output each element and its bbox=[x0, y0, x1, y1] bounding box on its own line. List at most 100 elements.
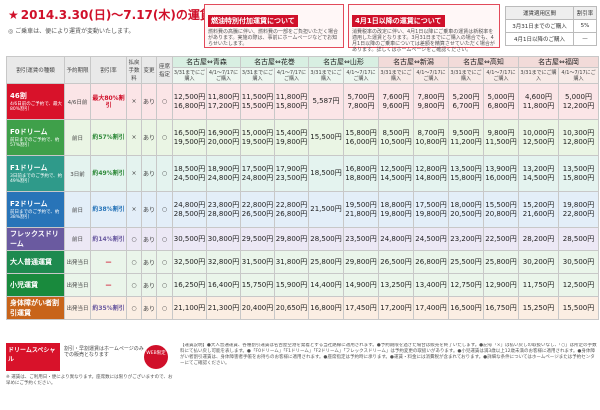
price-cell: 29,800円 bbox=[343, 250, 379, 274]
price-cell: 26,800円 bbox=[413, 250, 449, 274]
fare-type-desc: 前日までのご予約で、約38%割引 bbox=[10, 210, 60, 220]
fare-type-desc: 4/6日前のご予約で、最大80%割引 bbox=[10, 102, 63, 112]
price-value: 19,500円 bbox=[345, 200, 377, 209]
price-value: 21,100円 bbox=[173, 303, 206, 312]
price-value: 19,800円 bbox=[275, 137, 308, 146]
period-header: 3/31までにご購入 bbox=[240, 67, 275, 84]
period-header: 3/31までにご購入 bbox=[378, 67, 414, 84]
price-value: 22,800円 bbox=[562, 209, 595, 218]
price-cell: 26,500円 bbox=[378, 250, 414, 274]
price-cell: 25,800円 bbox=[308, 250, 344, 274]
price-value: 15,200円 bbox=[522, 200, 555, 209]
price-value: 22,800円 bbox=[241, 200, 274, 209]
price-value: 20,000円 bbox=[207, 137, 240, 146]
price-cell: 15,900円 bbox=[274, 273, 309, 297]
april-fare-note: 4月1日以降の運賃について 消費税率の改定に伴い、4月1日以降にご乗車の運賃は新… bbox=[348, 4, 500, 53]
price-cell: 9,800円 11,500円 bbox=[483, 119, 519, 156]
price-cell: 18,800円 19,800円 bbox=[378, 191, 414, 228]
price-value: 24,800円 bbox=[380, 234, 412, 243]
price-cell: 5,200円 6,700円 bbox=[448, 83, 484, 120]
price-cell: 16,500円 19,500円 bbox=[172, 119, 207, 156]
price-cell: 23,800円 28,800円 bbox=[206, 191, 241, 228]
fare-type-cell: 小児運賃 bbox=[6, 273, 65, 297]
price-value: 22,500円 bbox=[485, 234, 517, 243]
price-value: 16,500円 bbox=[450, 303, 482, 312]
price-cell: 10,300円 12,800円 bbox=[558, 119, 599, 156]
price-cell: 28,500円 bbox=[558, 227, 599, 251]
footer: ドリームスペシャル 割引・早割運賃はホームページのみでの販売となります WEB限… bbox=[6, 343, 598, 407]
col-header-deadline: 予約期限 bbox=[64, 56, 91, 84]
price-cell: 30,800円 bbox=[206, 227, 241, 251]
note-body: 消費税率の改定に伴い、4月1日以降にご乗車の運賃は新税率を適用した運賃となります… bbox=[352, 29, 495, 53]
price-value: 18,800円 bbox=[345, 173, 377, 182]
price-value: 19,800円 bbox=[380, 209, 412, 218]
star-icon: ★ bbox=[8, 8, 19, 22]
deadline-cell: 4/6日前 bbox=[64, 83, 91, 120]
page-subtitle: ◎ ご乗車は、便により運賃が変動いたします。 bbox=[8, 28, 135, 35]
price-cell: 13,500円 15,800円 bbox=[448, 155, 484, 192]
price-cell: 13,400円 bbox=[413, 273, 449, 297]
price-value: 11,800円 bbox=[207, 92, 240, 101]
price-value: 23,200円 bbox=[450, 234, 482, 243]
price-value: 28,500円 bbox=[173, 209, 206, 218]
price-cell: 16,500円 bbox=[448, 296, 484, 320]
price-cell: 24,800円 28,500円 bbox=[172, 191, 207, 228]
price-value: 7,800円 bbox=[417, 92, 445, 101]
price-value: 9,600円 bbox=[382, 101, 410, 110]
price-value: 17,500円 bbox=[241, 164, 274, 173]
price-cell: 32,500円 bbox=[172, 250, 207, 274]
period-header: 4/1〜7/17にご購入 bbox=[206, 67, 241, 84]
price-cell: 18,900円 24,800円 bbox=[206, 155, 241, 192]
price-value: 15,000円 bbox=[241, 128, 274, 137]
change-cell: あり bbox=[141, 155, 157, 192]
period-header: 4/1〜7/17にご購入 bbox=[558, 67, 599, 84]
price-cell: 17,500円 24,800円 bbox=[240, 155, 275, 192]
fare-row: フレックスドリーム 前日 約14%割引 ○ あり ○ 30,500円 30,800円 29,50… bbox=[6, 227, 599, 251]
price-cell: 16,800円 bbox=[308, 296, 344, 320]
seat-cell: ○ bbox=[156, 155, 173, 192]
price-cell: 5,700円 7,800円 bbox=[343, 83, 379, 120]
price-value: 14,500円 bbox=[380, 173, 412, 182]
fare-type-name: 大人普通運賃 bbox=[10, 258, 52, 266]
price-cell: 9,500円 11,200円 bbox=[448, 119, 484, 156]
price-value: 6,700円 bbox=[452, 101, 480, 110]
price-value: 15,500円 bbox=[485, 200, 517, 209]
price-cell: 22,800円 26,500円 bbox=[240, 191, 275, 228]
fare-type-desc: 前日までのご予約で、約57%割引 bbox=[10, 138, 60, 148]
period-row: 3/31までにご購入 4/1〜7/17にご購入 3/31までにご購入 4/1〜7/17… bbox=[7, 67, 599, 84]
price-value: 15,800円 bbox=[450, 173, 482, 182]
side-cell: 3月31日までのご購入 bbox=[505, 19, 574, 33]
price-value: 17,200円 bbox=[207, 101, 240, 110]
price-value: 15,750円 bbox=[241, 280, 274, 289]
price-value: 20,650円 bbox=[275, 303, 308, 312]
refund-cell: × bbox=[126, 119, 142, 156]
price-cell: 25,800円 bbox=[483, 250, 519, 274]
discount-cell: 約38%割引 bbox=[90, 191, 127, 228]
price-value: 12,500円 bbox=[522, 137, 555, 146]
price-value: 17,500円 bbox=[415, 200, 447, 209]
price-value: 10,800円 bbox=[415, 137, 447, 146]
page-title: ★ 2014.3.30(日)〜7.17(木)の運賃 bbox=[8, 8, 212, 22]
price-value: 12,800円 bbox=[415, 164, 447, 173]
price-value: 24,500円 bbox=[415, 234, 447, 243]
price-value: 17,400円 bbox=[415, 303, 447, 312]
price-cell: 29,500円 bbox=[240, 227, 275, 251]
price-value: 17,200円 bbox=[380, 303, 412, 312]
price-cell: 7,800円 9,800円 bbox=[413, 83, 449, 120]
fare-type-name: 身体障がい者割引運賃 bbox=[10, 299, 59, 317]
price-cell: 12,750円 bbox=[448, 273, 484, 297]
price-cell: 10,000円 12,500円 bbox=[518, 119, 559, 156]
price-value: 7,600円 bbox=[382, 92, 410, 101]
price-cell: 12,500円 14,500円 bbox=[378, 155, 414, 192]
refund-cell: ○ bbox=[126, 227, 142, 251]
price-cell: 18,500円 24,500円 bbox=[172, 155, 207, 192]
price-value: 16,250円 bbox=[173, 280, 206, 289]
price-cell: 19,800円 22,800円 bbox=[558, 191, 599, 228]
price-cell: 15,500円 bbox=[308, 119, 344, 156]
fare-type-cell: F0ドリーム 前日までのご予約で、約57%割引 bbox=[6, 119, 65, 156]
side-cell: 4月1日以降のご購入 bbox=[505, 32, 574, 46]
price-cell: 20,650円 bbox=[274, 296, 309, 320]
fare-row: F1ドリーム 3日前までのご予約で、約49%割引 3日前 約49%割引 × あり ○ 18,5… bbox=[6, 155, 599, 192]
period-header: 3/31までにご購入 bbox=[172, 67, 207, 84]
refund-cell: × bbox=[126, 83, 142, 120]
